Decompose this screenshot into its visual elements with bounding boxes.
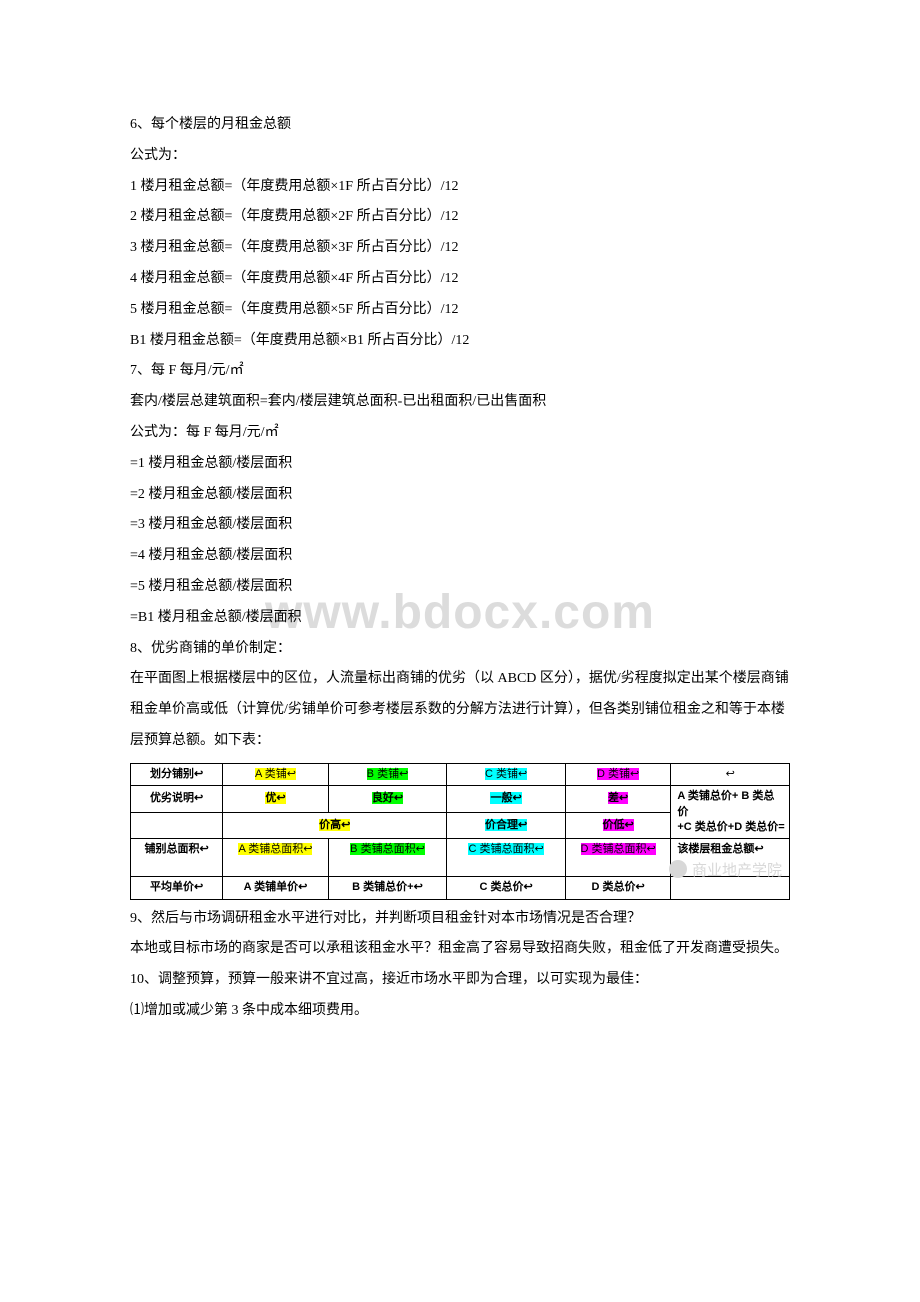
paragraph: =5 楼月租金总额/楼层面积 [130, 572, 790, 603]
cell-line1: A 类铺总价+ B 类总价 [677, 790, 774, 817]
paragraph: =B1 楼月租金总额/楼层面积 [130, 603, 790, 634]
document-body: 6、每个楼层的月租金总额 公式为： 1 楼月租金总额=（年度费用总额×1F 所占… [130, 110, 790, 1027]
table-cell: B 类铺总面积↩ [328, 839, 447, 877]
table-cell: 划分铺别↩ [131, 763, 223, 785]
table-cell: 优↩ [223, 786, 328, 813]
highlight: 一般↩ [490, 792, 521, 804]
table-cell: 一般↩ [447, 786, 566, 813]
highlight: 差↩ [608, 792, 628, 804]
paragraph: 4 楼月租金总额=（年度费用总额×4F 所占百分比）/12 [130, 264, 790, 295]
paragraph: B1 楼月租金总额=（年度费用总额×B1 所占百分比）/12 [130, 326, 790, 357]
highlight: C 类铺总面积↩ [468, 843, 543, 855]
table-cell: 平均单价↩ [131, 877, 223, 899]
pricing-table-wrap: 划分铺别↩ A 类铺↩ B 类铺↩ C 类铺↩ D 类铺↩ ↩ 优劣说明↩ 优↩… [130, 763, 790, 900]
table-row: 铺别总面积↩ A 类铺总面积↩ B 类铺总面积↩ C 类铺总面积↩ D 类铺总面… [131, 839, 790, 877]
table-cell: 价高↩ [223, 812, 447, 839]
table-cell: C 类铺总面积↩ [447, 839, 566, 877]
highlight: D 类铺↩ [597, 768, 639, 780]
table-cell: A 类铺总价+ B 类总价 +C 类总价+D 类总价= [671, 786, 790, 839]
paragraph: 5 楼月租金总额=（年度费用总额×5F 所占百分比）/12 [130, 295, 790, 326]
highlight: B 类铺总面积↩ [350, 843, 425, 855]
paragraph: =1 楼月租金总额/楼层面积 [130, 449, 790, 480]
paragraph: 2 楼月租金总额=（年度费用总额×2F 所占百分比）/12 [130, 202, 790, 233]
paragraph: 3 楼月租金总额=（年度费用总额×3F 所占百分比）/12 [130, 233, 790, 264]
table-cell: 优劣说明↩ [131, 786, 223, 813]
table-cell: D 类铺总面积↩ [565, 839, 670, 877]
table-cell: 该楼层租金总额↩ [671, 839, 790, 877]
paragraph: =2 楼月租金总额/楼层面积 [130, 480, 790, 511]
paragraph: 公式为：每 F 每月/元/㎡ [130, 418, 790, 449]
highlight: 良好↩ [372, 792, 403, 804]
paragraph: ⑴增加或减少第 3 条中成本细项费用。 [130, 996, 790, 1027]
highlight: 价低↩ [603, 819, 634, 831]
table-cell: A 类铺总面积↩ [223, 839, 328, 877]
table-cell: D 类总价↩ [565, 877, 670, 899]
cell-line2: +C 类总价+D 类总价= [677, 821, 784, 833]
table-cell: C 类铺↩ [447, 763, 566, 785]
paragraph: 6、每个楼层的月租金总额 [130, 110, 790, 141]
table-cell: B 类铺↩ [328, 763, 447, 785]
highlight: 优↩ [265, 792, 285, 804]
table-cell [671, 877, 790, 899]
highlight: C 类铺↩ [485, 768, 527, 780]
table-cell: C 类总价↩ [447, 877, 566, 899]
highlight: 价高↩ [319, 819, 350, 831]
paragraph: 1 楼月租金总额=（年度费用总额×1F 所占百分比）/12 [130, 172, 790, 203]
highlight: A 类铺总面积↩ [238, 843, 312, 855]
table-row: 优劣说明↩ 优↩ 良好↩ 一般↩ 差↩ A 类铺总价+ B 类总价 +C 类总价… [131, 786, 790, 813]
table-cell: ↩ [671, 763, 790, 785]
table-cell [131, 812, 223, 839]
paragraph: 8、优劣商铺的单价制定： [130, 634, 790, 665]
table-cell: 价低↩ [565, 812, 670, 839]
paragraph: 10、调整预算，预算一般来讲不宜过高，接近市场水平即为合理，以可实现为最佳： [130, 965, 790, 996]
paragraph: =4 楼月租金总额/楼层面积 [130, 541, 790, 572]
paragraph: 公式为： [130, 141, 790, 172]
paragraph: 本地或目标市场的商家是否可以承租该租金水平？租金高了容易导致招商失败，租金低了开… [130, 934, 790, 965]
paragraph: 9、然后与市场调研租金水平进行对比，并判断项目租金针对本市场情况是否合理？ [130, 904, 790, 935]
table-cell: A 类铺单价↩ [223, 877, 328, 899]
table-cell: D 类铺↩ [565, 763, 670, 785]
table-cell: 价合理↩ [447, 812, 566, 839]
table-cell: A 类铺↩ [223, 763, 328, 785]
table-row: 平均单价↩ A 类铺单价↩ B 类铺总价+↩ C 类总价↩ D 类总价↩ [131, 877, 790, 899]
paragraph: =3 楼月租金总额/楼层面积 [130, 510, 790, 541]
pricing-table: 划分铺别↩ A 类铺↩ B 类铺↩ C 类铺↩ D 类铺↩ ↩ 优劣说明↩ 优↩… [130, 763, 790, 900]
paragraph: 在平面图上根据楼层中的区位，人流量标出商铺的优劣（以 ABCD 区分），据优/劣… [130, 664, 790, 756]
table-cell: 差↩ [565, 786, 670, 813]
table-row: 划分铺别↩ A 类铺↩ B 类铺↩ C 类铺↩ D 类铺↩ ↩ [131, 763, 790, 785]
paragraph: 套内/楼层总建筑面积=套内/楼层建筑总面积-已出租面积/已出售面积 [130, 387, 790, 418]
table-cell: 铺别总面积↩ [131, 839, 223, 877]
table-cell: B 类铺总价+↩ [328, 877, 447, 899]
table-cell: 良好↩ [328, 786, 447, 813]
highlight: A 类铺↩ [255, 768, 296, 780]
paragraph: 7、每 F 每月/元/㎡ [130, 356, 790, 387]
highlight: B 类铺↩ [367, 768, 409, 780]
highlight: 价合理↩ [485, 819, 527, 831]
highlight: D 类铺总面积↩ [581, 843, 656, 855]
